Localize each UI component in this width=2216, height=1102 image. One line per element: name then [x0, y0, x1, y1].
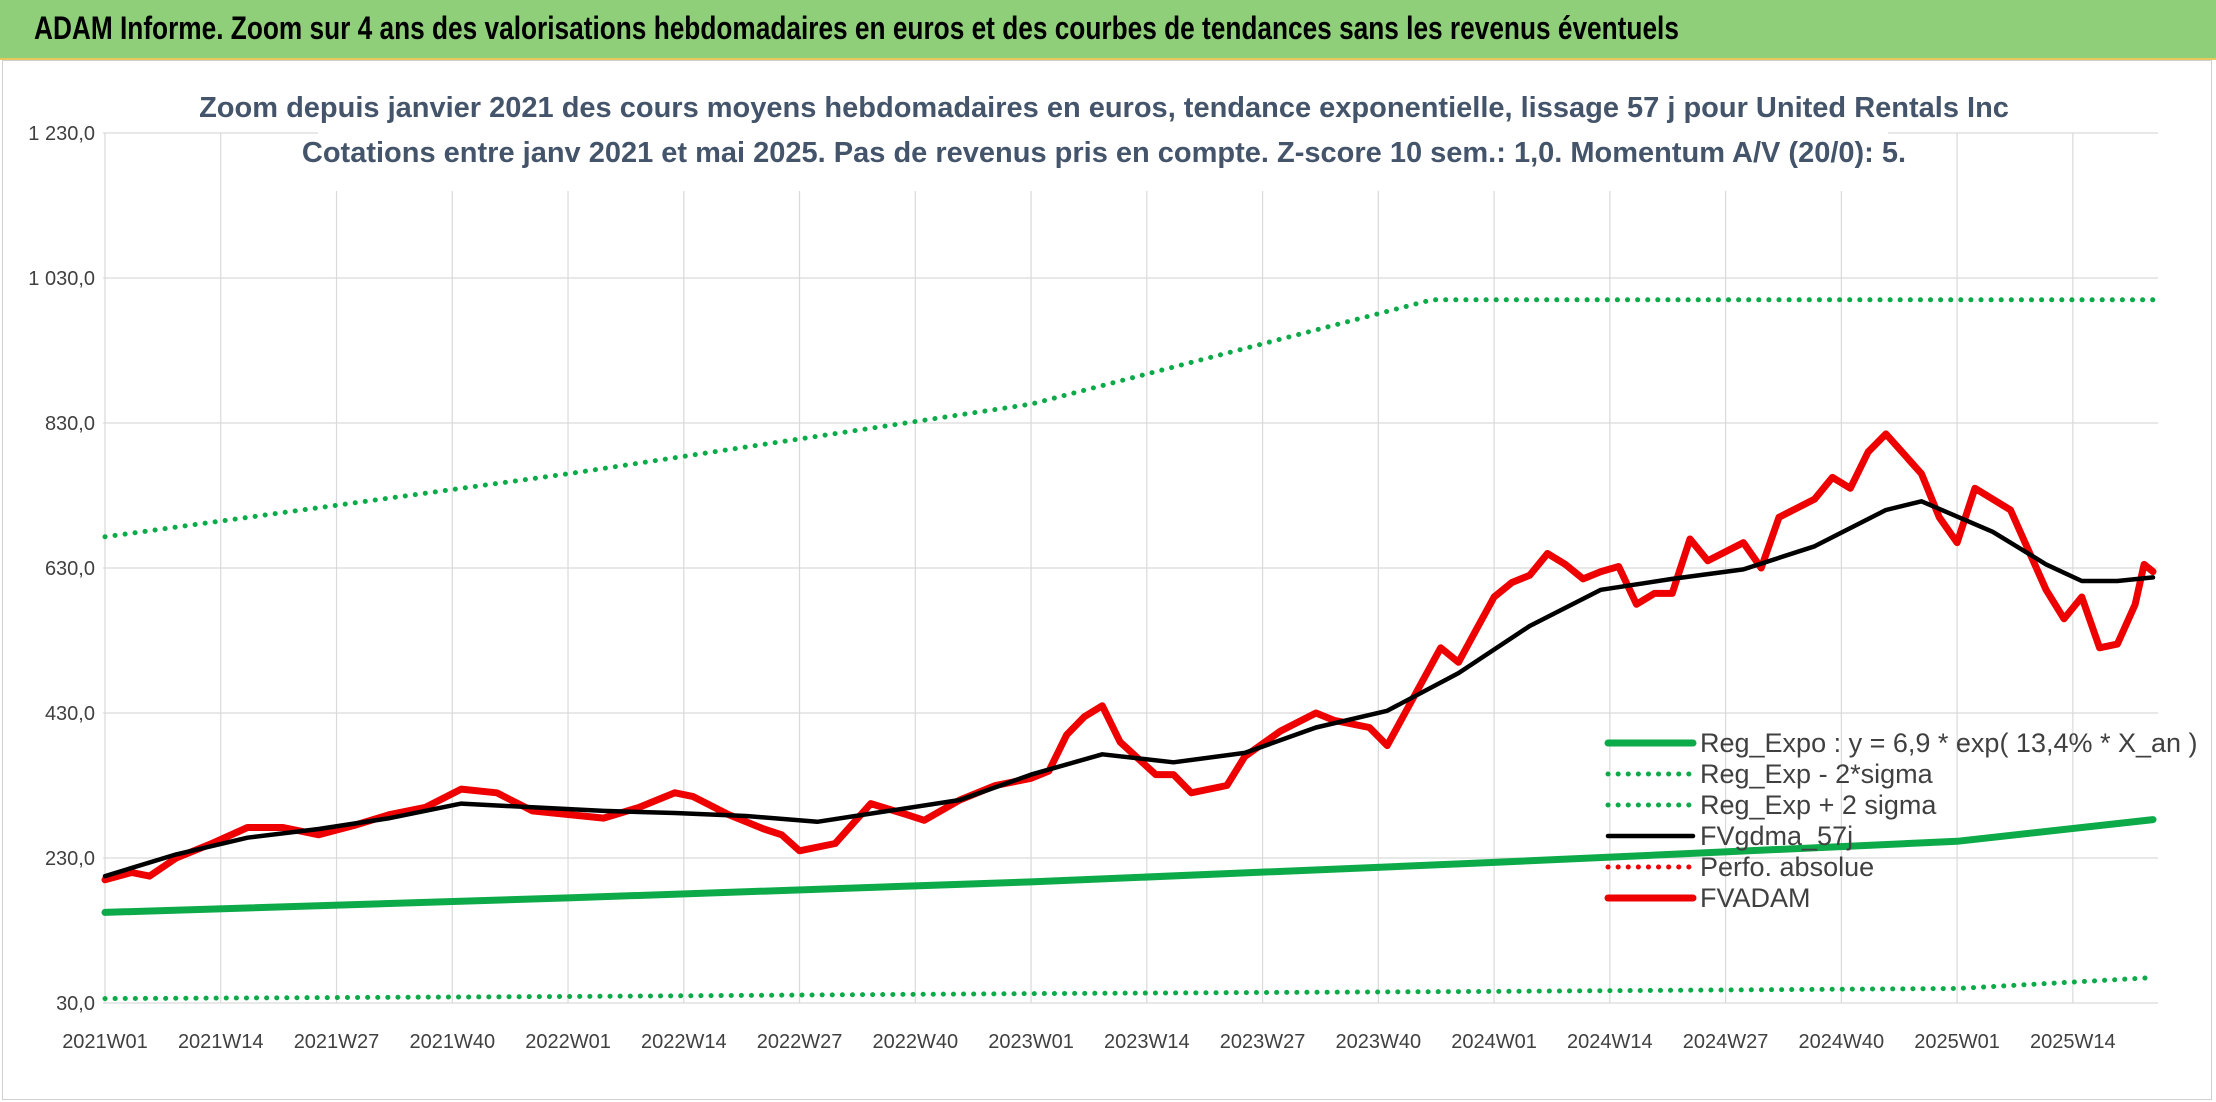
y-tick-label: 830,0 — [45, 413, 95, 435]
report-title: ADAM Informe. Zoom sur 4 ans des valoris… — [34, 10, 1679, 46]
x-tick-label: 2022W27 — [757, 1031, 843, 1053]
y-tick-label: 230,0 — [45, 848, 95, 870]
title-background — [318, 83, 1888, 191]
x-tick-label: 2024W01 — [1451, 1031, 1537, 1053]
series-line-2 — [102, 297, 2156, 540]
x-tick-label: 2022W01 — [525, 1031, 611, 1053]
y-tick-label: 630,0 — [45, 558, 95, 580]
x-tick-label: 2023W14 — [1104, 1031, 1190, 1053]
legend-label-2: Reg_Exp + 2 sigma — [1700, 790, 1937, 820]
x-tick-label: 2021W01 — [62, 1031, 148, 1053]
series-line-5 — [101, 430, 2157, 884]
chart-title: Zoom depuis janvier 2021 des cours moyen… — [199, 92, 2009, 124]
x-tick-label: 2022W40 — [872, 1031, 958, 1053]
x-tick-label: 2024W40 — [1799, 1031, 1885, 1053]
series-line-3 — [102, 499, 2156, 879]
x-tick-label: 2021W40 — [409, 1031, 495, 1053]
chart-ticks: 30,0 230,0 430,0 630,0 830,0 1 030,0 1 230,0 20… — [28, 123, 2115, 1053]
y-tick-label: 1 230,0 — [28, 123, 95, 145]
report-banner: ADAM Informe. Zoom sur 4 ans des valoris… — [0, 0, 2216, 60]
chart-svg: Zoom depuis janvier 2021 des cours moyen… — [28, 83, 2198, 1053]
chart-subtitle: Cotations entre janv 2021 et mai 2025. P… — [302, 137, 1906, 169]
series-line-1 — [102, 975, 2156, 1002]
series-line-0 — [101, 816, 2157, 916]
chart-area: Zoom depuis janvier 2021 des cours moyen… — [2, 60, 2212, 1100]
y-tick-label: 430,0 — [45, 703, 95, 725]
chart-grid — [103, 132, 2158, 1004]
legend-label-3: FVgdma_57j — [1700, 821, 1853, 851]
chart-series — [101, 297, 2157, 1002]
chart-legend: Reg_Expo : y = 6,9 * exp( 13,4% * X_an )… — [1604, 728, 2198, 913]
x-tick-label: 2023W40 — [1336, 1031, 1422, 1053]
y-tick-label: 30,0 — [56, 993, 95, 1015]
x-tick-label: 2021W14 — [178, 1031, 264, 1053]
x-tick-label: 2023W27 — [1220, 1031, 1306, 1053]
x-tick-label: 2024W27 — [1683, 1031, 1769, 1053]
x-tick-label: 2023W01 — [988, 1031, 1074, 1053]
x-tick-label: 2024W14 — [1567, 1031, 1653, 1053]
x-tick-label: 2021W27 — [294, 1031, 380, 1053]
y-tick-label: 1 030,0 — [28, 268, 95, 290]
x-tick-label: 2025W01 — [1914, 1031, 2000, 1053]
x-tick-label: 2022W14 — [641, 1031, 727, 1053]
legend-label-4: Perfo. absolue — [1700, 852, 1874, 882]
x-tick-label: 2025W14 — [2030, 1031, 2116, 1053]
legend-label-1: Reg_Exp - 2*sigma — [1700, 759, 1934, 789]
legend-label-0: Reg_Expo : y = 6,9 * exp( 13,4% * X_an ) — [1700, 728, 2198, 758]
legend-label-5: FVADAM — [1700, 883, 1811, 913]
